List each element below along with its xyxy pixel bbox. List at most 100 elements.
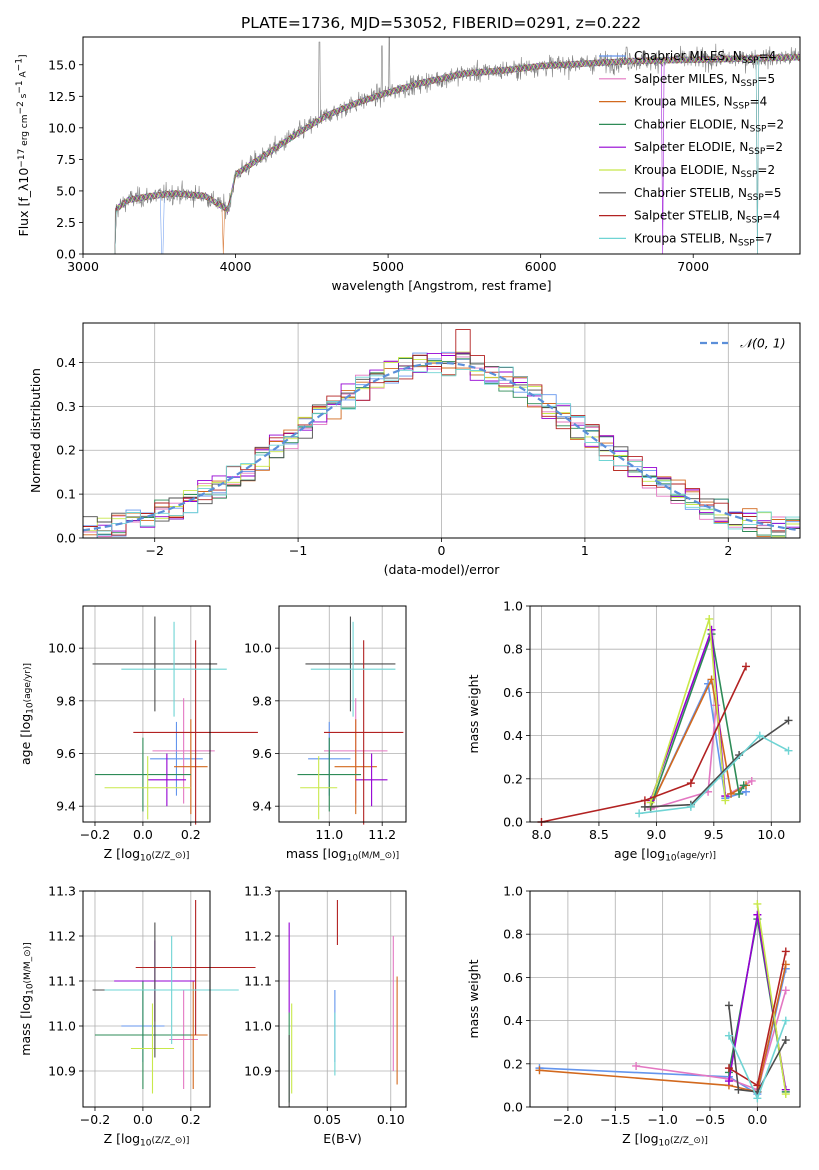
y-tick-label: 11.3 bbox=[48, 884, 76, 899]
x-tick-label: 1 bbox=[581, 543, 589, 558]
x-tick-label: 6000 bbox=[525, 259, 557, 274]
x-tick-label: 11.2 bbox=[368, 827, 396, 842]
model-spectrum-line bbox=[113, 53, 801, 255]
y-tick-label: 9.6 bbox=[252, 746, 272, 761]
spectrum-panel: 3000 4000 5000 6000 7000 0.0 2.5 5.0 7.5 10.0 12.5… bbox=[14, 36, 801, 293]
weight-marker bbox=[781, 1016, 790, 1025]
x-tick-label: −0.5 bbox=[695, 1112, 725, 1127]
plot-frame bbox=[278, 605, 407, 823]
figure-title: PLATE=1736, MJD=53052, FIBERID=0291, z=0… bbox=[241, 14, 641, 32]
weight-marker bbox=[727, 789, 736, 798]
x-tick-label: 9.0 bbox=[646, 827, 666, 842]
y-tick-label: 11.2 bbox=[244, 929, 272, 944]
y-tick-label: 11.1 bbox=[48, 974, 76, 989]
x-axis-label: Z [log10(Z/Z_⊙)] bbox=[622, 1131, 708, 1149]
y-tick-label: 9.6 bbox=[56, 746, 76, 761]
weight-marker bbox=[707, 625, 716, 634]
y-tick-label: 0.2 bbox=[503, 771, 523, 786]
weight-marker bbox=[739, 781, 748, 790]
y-tick-label: 0.6 bbox=[503, 970, 523, 985]
y-axis-label: mass [log10(M/M_⊙)] bbox=[18, 942, 36, 1055]
age-vs-mass-panel: 11.0 11.2 9.4 9.6 9.8 10.0 mass [log10(M/M_⊙)] bbox=[244, 605, 407, 864]
x-tick-label: −1.0 bbox=[647, 1112, 677, 1127]
y-tick-label: 0.0 bbox=[503, 815, 523, 830]
y-tick-label: 11.0 bbox=[244, 1019, 272, 1034]
y-tick-label: 11.3 bbox=[244, 884, 272, 899]
weight-marker bbox=[646, 798, 655, 807]
weight-marker bbox=[686, 802, 695, 811]
x-tick-label: −1.5 bbox=[600, 1112, 630, 1127]
plot-frame bbox=[529, 605, 801, 823]
y-axis-label: mass weight bbox=[466, 959, 481, 1038]
model-spectrum-line bbox=[113, 53, 801, 255]
weight-marker bbox=[784, 746, 793, 755]
y-tick-label: 9.4 bbox=[252, 799, 272, 814]
y-tick-label: 9.8 bbox=[56, 693, 76, 708]
x-axis-label: mass [log10(M/M_⊙)] bbox=[286, 846, 399, 864]
weight-marker bbox=[755, 731, 764, 740]
model-spectrum-line bbox=[113, 53, 801, 255]
x-axis-label: age [log10(age/yr)] bbox=[614, 846, 716, 864]
x-tick-label: 2 bbox=[724, 543, 732, 558]
weight-marker bbox=[721, 796, 730, 805]
y-tick-label: 0.0 bbox=[56, 531, 76, 546]
x-axis-label: wavelength [Angstrom, rest frame] bbox=[331, 278, 551, 293]
plot-frame bbox=[82, 36, 801, 255]
weight-line bbox=[541, 666, 747, 823]
legend-label: Kroupa MILES, NSSP=4 bbox=[634, 95, 767, 112]
y-tick-label: 0.0 bbox=[56, 247, 76, 262]
x-tick-label: −2 bbox=[145, 543, 163, 558]
x-tick-label: 0.2 bbox=[181, 1112, 201, 1127]
x-tick-label: −0.2 bbox=[80, 827, 110, 842]
x-tick-label: 8.0 bbox=[532, 827, 552, 842]
y-tick-label: 1.0 bbox=[503, 599, 523, 614]
weight-marker bbox=[705, 614, 714, 623]
y-tick-label: 10.0 bbox=[48, 120, 76, 135]
weight-marker bbox=[753, 899, 762, 908]
weight-marker bbox=[781, 986, 790, 995]
y-tick-label: 10.0 bbox=[244, 641, 272, 656]
age-vs-metallicity-panel: −0.2 0.0 0.2 9.4 9.6 9.8 10.0 Z [log10(Z/Z_⊙)] a… bbox=[18, 605, 258, 864]
x-tick-label: 0.0 bbox=[747, 1112, 767, 1127]
weight-line bbox=[639, 734, 789, 815]
legend-label: Chabrier STELIB, NSSP=5 bbox=[634, 186, 782, 203]
plot-frame bbox=[82, 322, 801, 539]
plot-frame bbox=[82, 890, 211, 1108]
x-tick-label: 0.05 bbox=[313, 1112, 341, 1127]
weight-marker bbox=[734, 1085, 743, 1094]
y-tick-label: 11.1 bbox=[244, 974, 272, 989]
x-axis-label: Z [log10(Z/Z_⊙)] bbox=[104, 1131, 190, 1149]
x-tick-label: 10.0 bbox=[757, 827, 785, 842]
x-axis-label: E(B-V) bbox=[323, 1131, 362, 1146]
legend-label: Chabrier ELODIE, NSSP=2 bbox=[634, 117, 784, 134]
y-tick-label: 1.0 bbox=[503, 884, 523, 899]
weight-marker bbox=[632, 1061, 641, 1070]
y-tick-label: 9.4 bbox=[56, 799, 76, 814]
x-axis-label: (data-model)/error bbox=[384, 562, 501, 577]
y-tick-label: 0.0 bbox=[503, 1100, 523, 1115]
x-tick-label: 0.2 bbox=[181, 827, 201, 842]
weight-marker bbox=[753, 1081, 762, 1090]
weight-marker bbox=[724, 1031, 733, 1040]
x-tick-label: 0 bbox=[438, 543, 446, 558]
x-tick-label: 0.10 bbox=[377, 1112, 405, 1127]
x-tick-label: −0.2 bbox=[80, 1112, 110, 1127]
y-tick-label: 7.5 bbox=[56, 152, 76, 167]
y-tick-label: 11.0 bbox=[48, 1019, 76, 1034]
weight-line bbox=[649, 681, 747, 808]
x-tick-label: 3000 bbox=[67, 259, 99, 274]
weight-marker bbox=[724, 1077, 733, 1086]
y-tick-label: 0.2 bbox=[56, 443, 76, 458]
weight-marker bbox=[784, 716, 793, 725]
legend-label: Kroupa ELODIE, NSSP=2 bbox=[634, 163, 775, 180]
weight-marker bbox=[640, 796, 649, 805]
model-spectrum-line bbox=[113, 53, 801, 255]
x-tick-label: 9.5 bbox=[704, 827, 724, 842]
weight-line bbox=[635, 990, 787, 1091]
x-tick-label: 0.0 bbox=[133, 1112, 153, 1127]
y-axis-label: Flux [f_λ10−17 erg cm−2 s−1 A−1] bbox=[14, 55, 31, 237]
weight-marker bbox=[753, 1094, 762, 1103]
y-tick-label: 10.9 bbox=[48, 1064, 76, 1079]
weight-marker bbox=[747, 776, 756, 785]
spectrum-legend: Chabrier MILES, NSSP=4 Salpeter MILES, NS… bbox=[599, 49, 784, 248]
